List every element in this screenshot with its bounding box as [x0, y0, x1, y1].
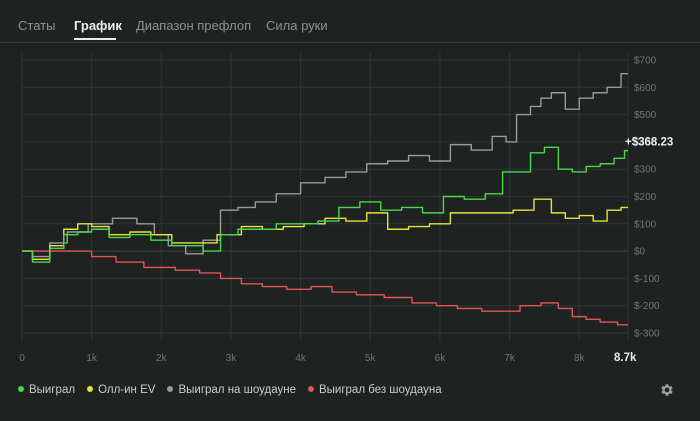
legend-label: Выиграл на шоудауне: [178, 384, 296, 396]
x-end-label: 8.7k: [614, 352, 637, 364]
y-tick-label: $400: [634, 137, 657, 148]
x-tick-label: 0: [19, 353, 25, 364]
tab-hand-strength[interactable]: Сила руки: [266, 18, 328, 33]
x-tick-label: 1k: [86, 353, 98, 364]
y-tick-label: $-200: [634, 301, 660, 312]
series-line: [22, 198, 628, 260]
legend-label: Выиграл без шоудауна: [318, 384, 442, 396]
series-line: [22, 146, 628, 263]
tab-stats[interactable]: Статы: [18, 18, 56, 33]
x-tick-label: 6k: [435, 353, 447, 364]
y-tick-label: $200: [634, 192, 657, 203]
series-line: [22, 72, 628, 258]
y-tick-label: $-100: [634, 274, 660, 285]
x-tick-label: 3k: [226, 353, 238, 364]
legend-label: Выиграл: [29, 384, 76, 396]
tab-bar: Статы График Диапазон префлоп Сила руки: [0, 0, 700, 43]
profit-chart: $700 $600 $500 $400 $300 $200 $100 $0 $-100 $-200…: [19, 52, 673, 364]
legend-dot-icon: [87, 385, 94, 392]
tab-graph[interactable]: График: [74, 18, 122, 33]
y-tick-label: $0: [634, 247, 646, 258]
chart-legend: Выиграл Олл-ин EV Выиграл на шоудауне Выигр…: [18, 384, 454, 398]
chart-series: [22, 72, 628, 326]
y-tick-label: $600: [634, 83, 657, 94]
y-tick-label: $-300: [634, 329, 660, 340]
end-value-label: +$368.23: [625, 137, 673, 149]
y-axis: $700 $600 $500 $400 $300 $200 $100 $0 $-100 $-200…: [634, 56, 660, 340]
legend-dot-icon: [307, 385, 314, 392]
legend-item[interactable]: Выиграл на шоудауне: [167, 384, 296, 396]
x-tick-label: 2k: [156, 353, 168, 364]
active-tab-indicator: [74, 38, 116, 40]
tab-preflop-range[interactable]: Диапазон префлоп: [136, 18, 252, 33]
legend-item[interactable]: Выиграл: [18, 384, 75, 396]
chart-grid: [21, 52, 629, 341]
gear-icon[interactable]: [659, 382, 675, 398]
y-tick-label: $700: [634, 56, 657, 67]
x-tick-label: 5k: [365, 353, 377, 364]
legend-dot-icon: [18, 385, 24, 392]
legend-dot-icon: [167, 385, 174, 392]
x-tick-label: 4k: [295, 353, 307, 364]
y-tick-label: $100: [634, 219, 657, 230]
legend-item[interactable]: Выиграл без шоудауна: [307, 384, 442, 396]
y-tick-label: $300: [634, 165, 657, 176]
x-tick-label: 8k: [574, 353, 586, 364]
series-line: [22, 250, 628, 326]
x-axis: 0 1k 2k 3k 4k 5k 6k 7k 8k: [19, 353, 585, 364]
legend-item[interactable]: Олл-ин EV: [87, 384, 155, 396]
y-tick-label: $500: [634, 110, 657, 121]
x-tick-label: 7k: [504, 353, 516, 364]
legend-label: Олл-ин EV: [98, 384, 156, 396]
